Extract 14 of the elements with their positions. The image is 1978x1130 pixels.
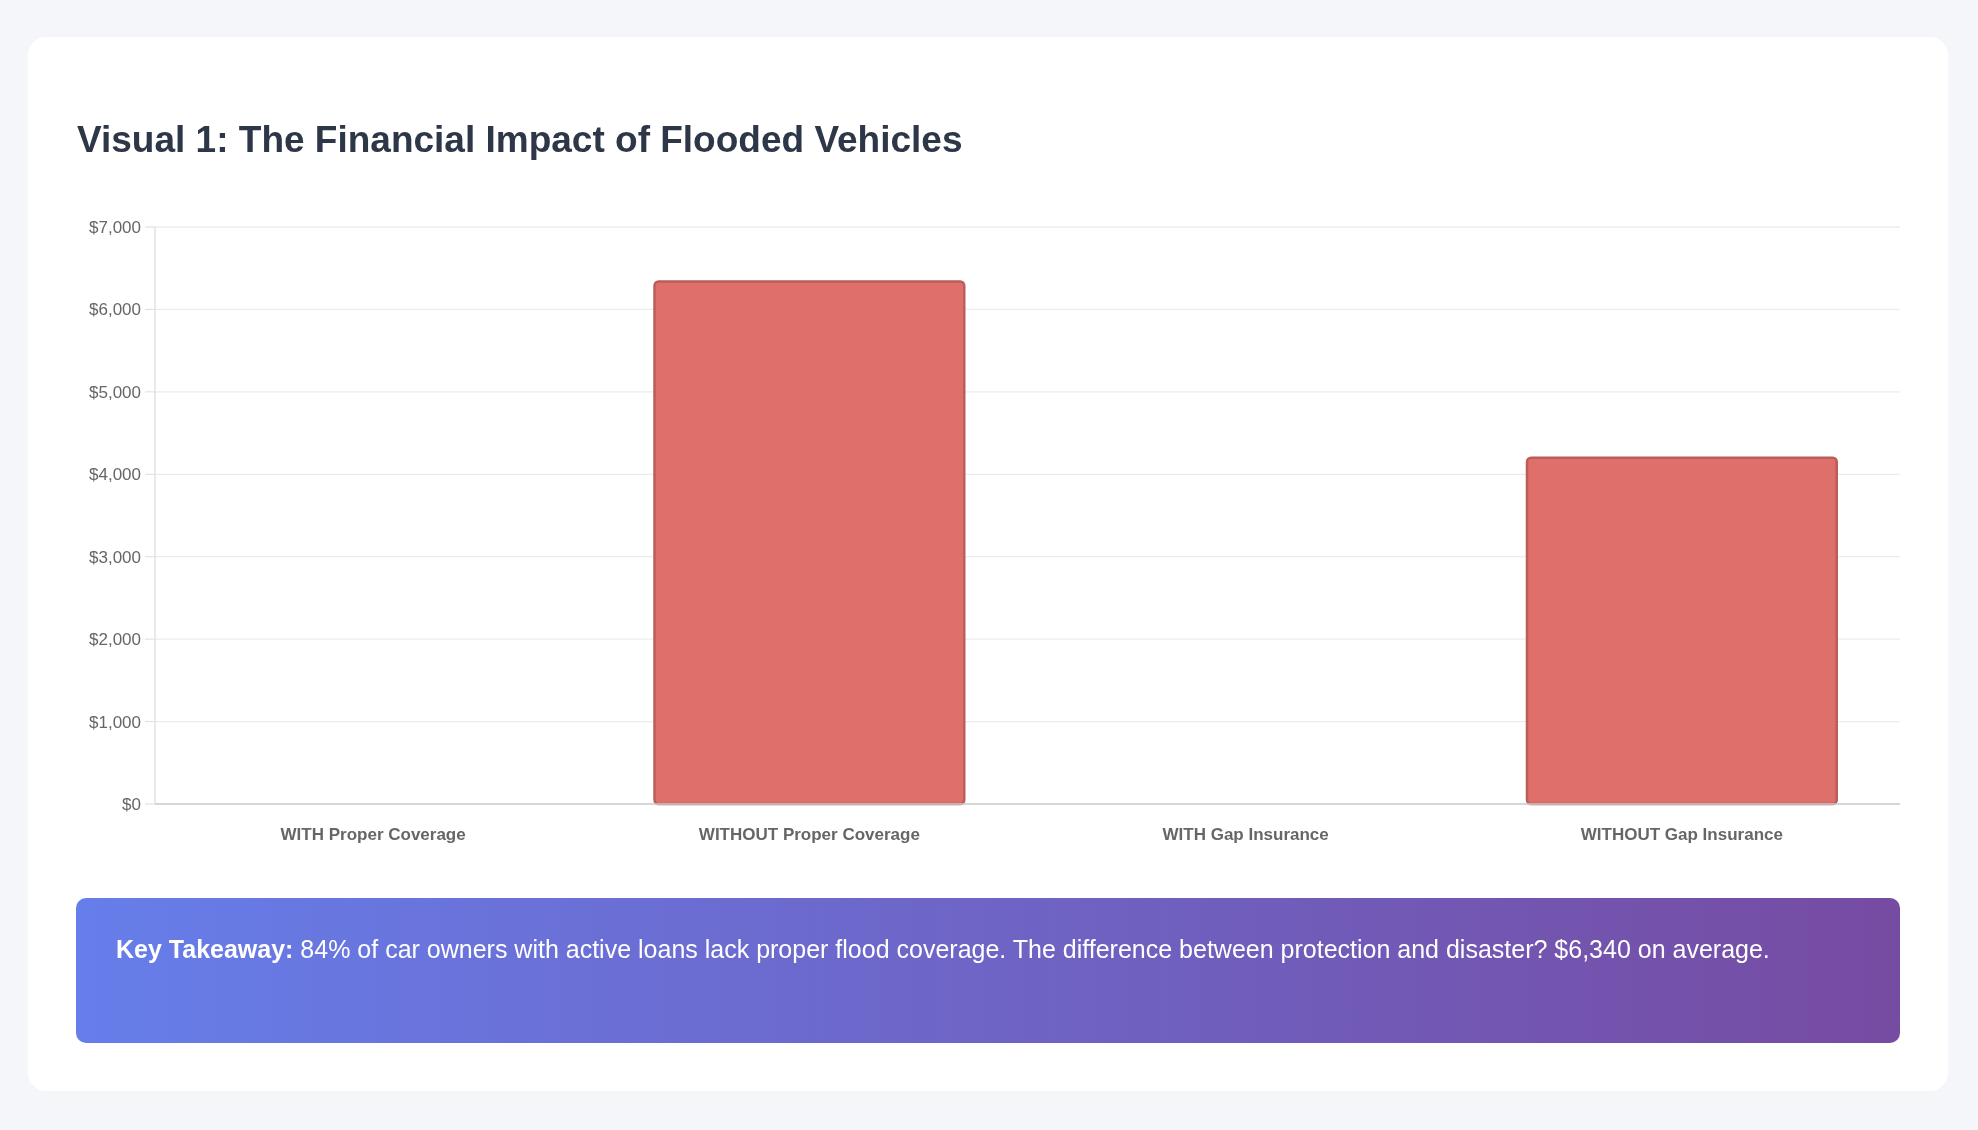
y-tick-label: $4,000: [89, 465, 141, 485]
y-tick-label: $6,000: [89, 300, 141, 320]
y-tick-label: $3,000: [89, 547, 141, 567]
y-tick-label: $1,000: [89, 712, 141, 732]
y-tick-label: $2,000: [89, 630, 141, 650]
y-tick-label: $5,000: [89, 382, 141, 402]
x-tick-label: WITH Gap Insurance: [1162, 825, 1329, 844]
chart-title: Visual 1: The Financial Impact of Flooded Vehicles: [77, 119, 963, 160]
x-tick-label: WITH Proper Coverage: [280, 825, 466, 844]
y-tick-label: $0: [122, 794, 141, 814]
text: Key Takeaway: 84% of car owners with active loans lack proper flood coverage. The difference between protection and disaster? $6,340 on average.: [115, 934, 1771, 965]
x-tick-label: WITHOUT Gap Insurance: [1580, 825, 1783, 844]
x-tick-label: WITHOUT Proper Coverage: [698, 825, 920, 844]
y-tick-label: $7,000: [89, 217, 141, 237]
